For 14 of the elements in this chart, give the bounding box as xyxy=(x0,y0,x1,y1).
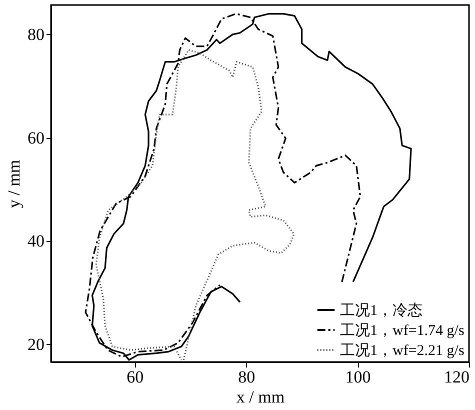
y-tick-label: 80 xyxy=(28,24,44,44)
y-tick-label: 40 xyxy=(28,232,44,251)
y-tick-label: 60 xyxy=(28,128,44,148)
x-tick-label: 80 xyxy=(238,368,256,386)
legend-label: 工况1，冷态 xyxy=(340,302,422,319)
legend-label: 工况1，wf=2.21 g/s xyxy=(340,343,464,359)
y-tick-label: 20 xyxy=(28,334,44,354)
line-series xyxy=(95,49,295,361)
legend-label: 工况1，wf=1.74 g/s xyxy=(340,323,464,339)
x-axis-title: x / mm xyxy=(236,388,285,406)
y-axis-title: y / mm xyxy=(4,160,24,208)
x-tick-label: 120 xyxy=(444,368,470,386)
x-tick-label: 100 xyxy=(345,368,371,386)
x-tick-label: 60 xyxy=(126,368,144,386)
